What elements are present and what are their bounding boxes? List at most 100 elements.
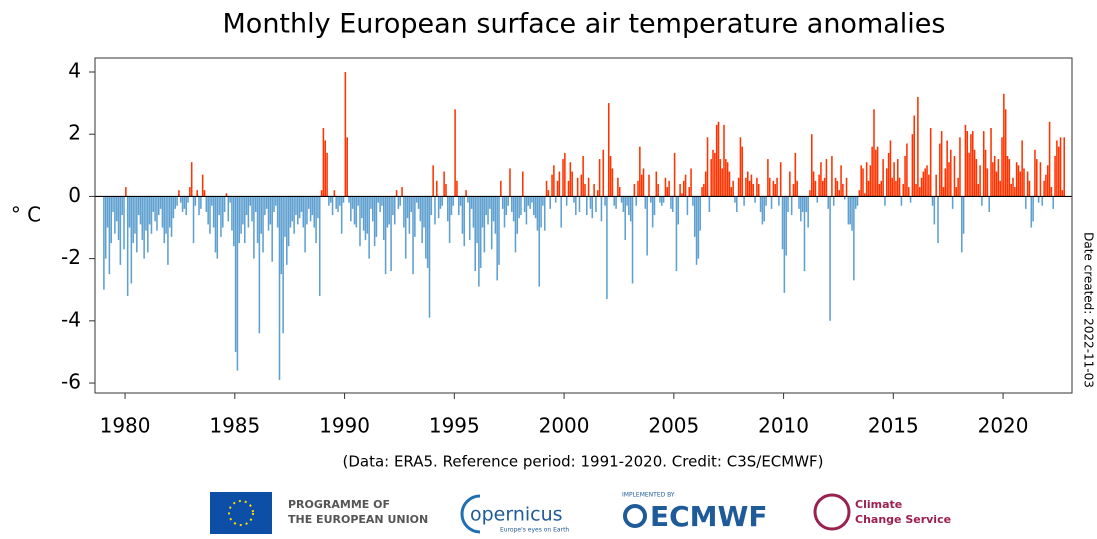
bar [624, 196, 626, 240]
chart-title: Monthly European surface air temperature… [223, 9, 946, 40]
bar [962, 196, 965, 234]
bar [130, 196, 133, 284]
bar [940, 131, 943, 197]
bar [203, 190, 206, 197]
bar [935, 174, 937, 197]
bar [531, 196, 533, 203]
bar [984, 149, 987, 197]
bar [403, 196, 405, 228]
bar [185, 196, 187, 216]
bar [701, 187, 703, 197]
bar [247, 196, 250, 228]
bar [485, 196, 487, 216]
bar [880, 180, 883, 197]
bar [276, 196, 279, 228]
bar [805, 196, 808, 212]
bar [924, 168, 926, 197]
bar [898, 177, 901, 197]
bar [251, 196, 253, 222]
bar [900, 196, 903, 206]
bar [681, 193, 683, 197]
bar [772, 180, 775, 197]
bar [494, 196, 497, 234]
bar [642, 168, 645, 197]
bar [673, 152, 676, 197]
bar [157, 196, 160, 216]
bar [245, 196, 248, 216]
bar [425, 196, 427, 259]
bar [384, 196, 387, 275]
y-axis-label: ° C [11, 203, 41, 227]
bar [320, 190, 323, 197]
bar [929, 127, 932, 197]
bar [103, 196, 105, 290]
bar [706, 137, 709, 197]
bar [328, 196, 330, 206]
bar [1008, 159, 1011, 197]
bar [896, 159, 899, 197]
bar [1039, 162, 1042, 197]
bar [600, 196, 603, 222]
x-tick-label: 2000 [539, 414, 590, 438]
bar [463, 196, 466, 247]
bar [152, 196, 155, 212]
bar [725, 159, 727, 197]
bar [468, 196, 471, 240]
bar [331, 196, 334, 216]
ecmwf-small: IMPLEMENTED BY [622, 492, 675, 499]
bar [840, 165, 842, 197]
bar [995, 171, 998, 197]
bar [501, 196, 504, 209]
bar [179, 196, 182, 203]
bar [902, 183, 905, 197]
bar [831, 155, 833, 197]
bar [1014, 187, 1016, 197]
bar [853, 196, 855, 281]
bar [489, 196, 491, 209]
bar [390, 196, 392, 272]
bar [807, 196, 809, 228]
bar [838, 190, 841, 197]
bar [286, 196, 288, 265]
bar [851, 196, 853, 231]
bar [809, 190, 811, 197]
bar [748, 180, 751, 197]
bar [586, 196, 588, 216]
bar [509, 168, 511, 197]
bar [955, 187, 958, 197]
footnote: (Data: ERA5. Reference period: 1991-2020… [342, 453, 823, 471]
bar [774, 183, 776, 197]
bar [591, 196, 594, 219]
bar [631, 196, 634, 284]
bar [287, 196, 290, 247]
x-tick-label: 1990 [319, 414, 370, 438]
bar [768, 177, 771, 197]
bar [732, 180, 734, 197]
bar [871, 146, 873, 197]
bar [447, 196, 449, 222]
bar [346, 137, 348, 197]
y-tick-label: 2 [68, 121, 81, 145]
bar [584, 183, 586, 197]
bar [765, 196, 767, 206]
bar [523, 196, 526, 212]
bar [200, 196, 202, 209]
bar [348, 196, 350, 203]
x-tick-label: 1980 [100, 414, 151, 438]
bar [587, 177, 590, 197]
bar [909, 196, 912, 203]
x-tick-label: 2005 [648, 414, 699, 438]
bar [664, 177, 667, 197]
bar [746, 171, 749, 197]
bar [189, 187, 191, 197]
bar [194, 196, 197, 206]
bar [646, 196, 648, 256]
bar [860, 165, 862, 197]
bar [313, 196, 316, 228]
bar [214, 196, 217, 253]
bar [377, 196, 380, 203]
bar [1057, 146, 1060, 197]
bar [635, 196, 637, 206]
bar [986, 168, 989, 197]
bar [1054, 155, 1056, 197]
